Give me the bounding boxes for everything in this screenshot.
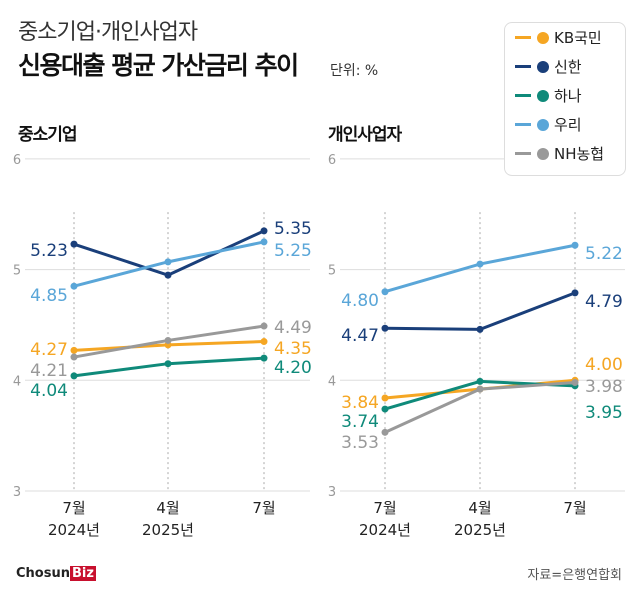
legend-label: 하나 — [554, 87, 582, 105]
woori-circle-icon — [537, 118, 549, 131]
panel-title-sme: 중소기업 — [18, 125, 78, 145]
x-tick-label: 7월 — [373, 499, 396, 517]
y-tick-label: 4 — [328, 374, 336, 389]
x-tick-label: 7월 — [563, 499, 586, 517]
data-point — [381, 405, 389, 413]
legend-line — [515, 152, 531, 155]
data-point — [476, 377, 484, 385]
y-tick-label: 3 — [13, 485, 21, 500]
y-tick-label: 4 — [13, 374, 21, 389]
data-point — [381, 394, 389, 402]
data-label: 3.95 — [585, 403, 623, 423]
shinhan-globe-icon — [537, 60, 549, 73]
data-point — [476, 260, 484, 268]
data-point — [164, 336, 172, 344]
legend-item: KB국민 — [505, 23, 625, 52]
data-label: 4.79 — [585, 292, 623, 312]
supertitle: 중소기업·개인사업자 — [18, 20, 198, 45]
x-tick-label: 7월 — [62, 499, 85, 517]
x-tick-label: 2025년 — [454, 521, 506, 539]
series-line — [73, 229, 265, 277]
y-tick-label: 5 — [328, 264, 336, 279]
data-point — [571, 379, 579, 387]
x-tick-label: 4월 — [468, 499, 491, 517]
legend-item: NH농협 — [505, 139, 625, 168]
kb-star-icon — [537, 31, 549, 44]
data-point — [260, 322, 268, 330]
legend-label: NH농협 — [554, 145, 605, 163]
data-label: 4.80 — [341, 291, 379, 311]
data-label: 4.00 — [585, 355, 623, 375]
data-point — [476, 385, 484, 393]
panel-title-self-employed: 개인사업자 — [328, 125, 402, 145]
data-point — [381, 288, 389, 296]
legend-item: 하나 — [505, 81, 625, 110]
y-tick-label: 6 — [13, 153, 21, 168]
y-tick-label: 5 — [13, 264, 21, 279]
data-point — [476, 325, 484, 333]
data-label: 5.25 — [274, 241, 312, 261]
data-label: 4.35 — [274, 339, 312, 359]
data-label: 4.21 — [30, 361, 68, 381]
data-label: 5.23 — [30, 241, 68, 261]
y-tick-label: 6 — [328, 153, 336, 168]
y-tick-label: 3 — [328, 485, 336, 500]
data-label: 4.04 — [30, 381, 68, 401]
unit-label: 단위: % — [330, 63, 379, 79]
data-point — [70, 372, 78, 380]
legend-label: 신한 — [554, 58, 582, 76]
x-tick-label: 4월 — [156, 499, 179, 517]
legend-line — [515, 65, 531, 68]
data-label: 4.85 — [30, 286, 68, 306]
data-point — [381, 324, 389, 332]
legend-line — [515, 123, 531, 126]
data-point — [70, 346, 78, 354]
x-tick-label: 2024년 — [48, 521, 100, 539]
data-point — [260, 238, 268, 246]
data-point — [70, 353, 78, 361]
source-note: 자료=은행연합회 — [527, 568, 622, 583]
x-tick-label: 7월 — [252, 499, 275, 517]
data-point — [164, 360, 172, 368]
legend-line — [515, 94, 531, 97]
legend-item: 우리 — [505, 110, 625, 139]
data-label: 3.98 — [585, 377, 623, 397]
x-tick-label: 2025년 — [142, 521, 194, 539]
data-point — [70, 282, 78, 290]
legend-label: 우리 — [554, 116, 582, 134]
hana-person-icon — [537, 89, 549, 102]
x-tick-label: 2024년 — [359, 521, 411, 539]
legend-label: KB국민 — [554, 29, 602, 47]
data-point — [70, 240, 78, 248]
nh-badge-icon — [537, 147, 549, 160]
data-label: 4.47 — [341, 326, 379, 346]
data-label: 3.74 — [341, 412, 379, 432]
legend-item: 신한 — [505, 52, 625, 81]
data-point — [571, 289, 579, 297]
data-label: 3.84 — [341, 393, 379, 413]
data-point — [260, 227, 268, 235]
data-point — [164, 271, 172, 279]
data-point — [260, 354, 268, 362]
data-label: 4.49 — [274, 318, 312, 338]
data-label: 5.35 — [274, 219, 312, 239]
legend-line — [515, 36, 531, 39]
data-point — [260, 338, 268, 346]
data-label: 5.22 — [585, 244, 623, 264]
data-label: 3.53 — [341, 433, 379, 453]
chart-title: 신용대출 평균 가산금리 추이 — [18, 51, 299, 80]
data-label: 4.27 — [30, 340, 68, 360]
data-label: 4.20 — [274, 358, 312, 378]
data-point — [571, 241, 579, 249]
chosunbiz-logo: Chosun Biz — [16, 566, 96, 581]
data-point — [381, 428, 389, 436]
data-point — [164, 258, 172, 266]
